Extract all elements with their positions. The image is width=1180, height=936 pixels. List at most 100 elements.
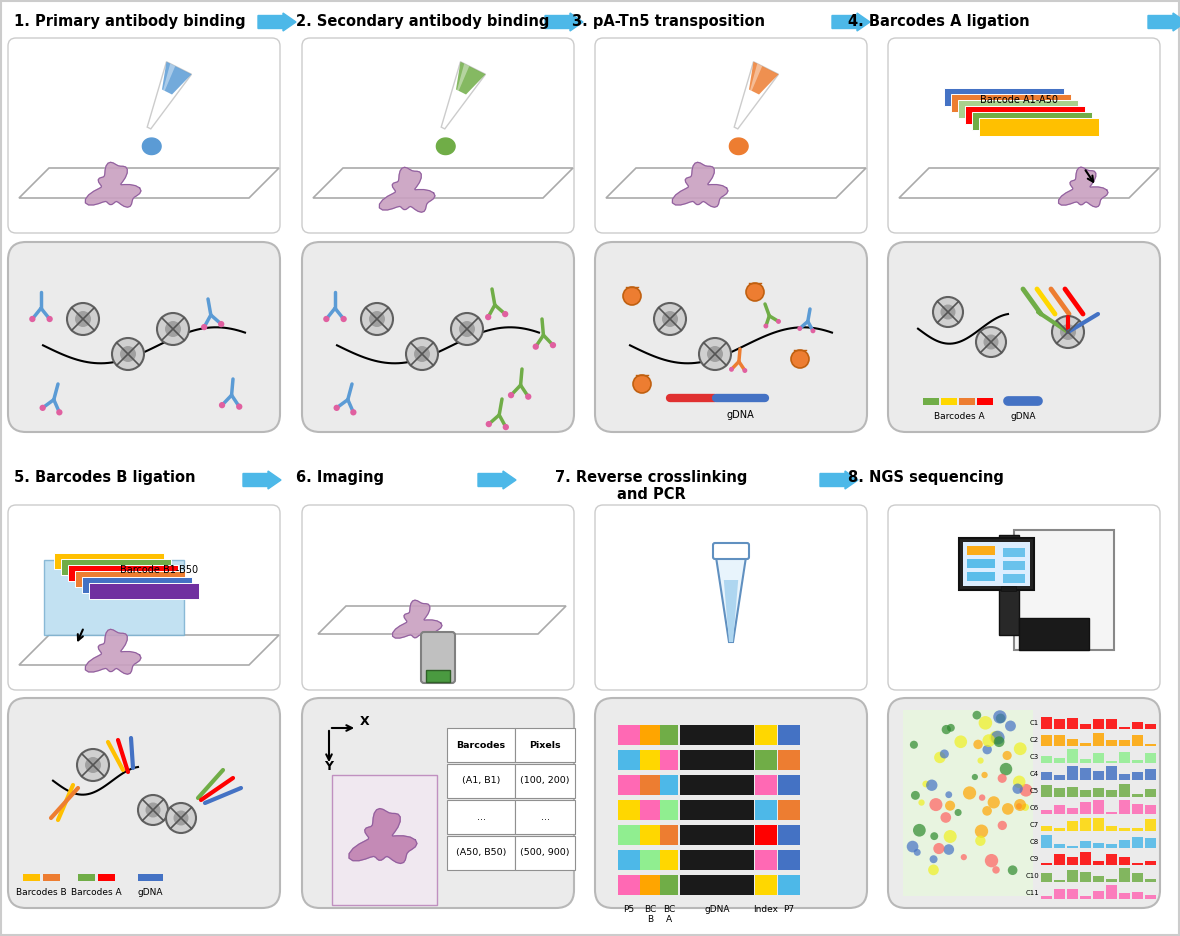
Bar (1145, 789, 1156, 797)
Bar (1132, 892, 1143, 899)
Circle shape (945, 791, 952, 798)
Bar (680, 800, 754, 820)
Text: gDNA: gDNA (1010, 412, 1036, 421)
Bar (1093, 753, 1104, 763)
Polygon shape (944, 88, 1064, 106)
Bar (1119, 740, 1130, 746)
Bar (1119, 784, 1130, 797)
Circle shape (1014, 742, 1027, 755)
Circle shape (989, 731, 1002, 744)
Text: (500, 900): (500, 900) (520, 849, 570, 857)
Polygon shape (441, 62, 485, 129)
Polygon shape (729, 138, 748, 154)
Bar (1054, 844, 1066, 848)
Text: BC
A: BC A (663, 905, 675, 925)
Circle shape (485, 314, 491, 320)
FancyBboxPatch shape (889, 38, 1160, 233)
FancyArrow shape (820, 471, 858, 489)
Circle shape (1002, 803, 1014, 814)
Text: Barcodes A: Barcodes A (933, 412, 984, 421)
Bar (1067, 870, 1079, 882)
Circle shape (939, 750, 949, 758)
Bar (1119, 828, 1130, 831)
Bar (447, 800, 514, 834)
Polygon shape (313, 168, 573, 198)
Circle shape (945, 800, 955, 811)
Bar (778, 725, 800, 745)
Bar (1093, 843, 1104, 848)
Circle shape (996, 713, 1005, 724)
Bar (1093, 719, 1104, 729)
Bar (1001, 586, 1016, 591)
Text: (100, 200): (100, 200) (520, 777, 570, 785)
Circle shape (550, 342, 556, 348)
Polygon shape (88, 583, 199, 599)
Circle shape (982, 806, 992, 815)
Bar (1041, 863, 1053, 865)
Circle shape (1012, 776, 1025, 788)
Bar (1093, 891, 1104, 899)
Circle shape (57, 409, 63, 416)
Bar (1080, 896, 1092, 899)
Bar (1093, 771, 1104, 780)
Bar (1054, 805, 1066, 814)
Bar (959, 538, 1034, 590)
Circle shape (502, 311, 509, 317)
Bar (1041, 810, 1053, 814)
Bar (1080, 743, 1092, 746)
Bar (1093, 876, 1104, 882)
Bar (1106, 790, 1117, 797)
Bar (778, 775, 800, 795)
Text: (A50, B50): (A50, B50) (455, 849, 506, 857)
Circle shape (999, 763, 1012, 775)
Bar (1132, 863, 1143, 865)
Circle shape (972, 774, 978, 780)
Polygon shape (607, 168, 866, 198)
Circle shape (201, 324, 208, 330)
Text: C9: C9 (1030, 856, 1040, 862)
Text: ...: ... (540, 812, 550, 822)
Polygon shape (457, 64, 470, 91)
Polygon shape (958, 100, 1079, 118)
Bar (1067, 889, 1079, 899)
Bar (660, 850, 678, 870)
Circle shape (994, 710, 1007, 724)
Polygon shape (19, 635, 278, 665)
Bar (1106, 879, 1117, 882)
Bar (755, 750, 776, 770)
Polygon shape (349, 809, 417, 864)
Circle shape (623, 287, 641, 305)
Bar (660, 750, 678, 770)
Bar (1067, 857, 1079, 865)
FancyBboxPatch shape (595, 242, 867, 432)
Polygon shape (979, 118, 1099, 136)
Text: C6: C6 (1030, 805, 1040, 811)
Bar (1145, 838, 1156, 848)
Text: Pixels: Pixels (529, 740, 560, 750)
FancyArrow shape (243, 471, 281, 489)
Bar (755, 825, 776, 845)
Bar (1067, 718, 1079, 729)
Polygon shape (19, 168, 278, 198)
FancyArrow shape (832, 13, 870, 31)
Bar (618, 775, 640, 795)
Bar (1054, 889, 1066, 899)
Text: (A1, B1): (A1, B1) (461, 777, 500, 785)
Bar (966, 546, 995, 555)
Circle shape (811, 329, 815, 333)
Circle shape (236, 403, 242, 410)
FancyBboxPatch shape (302, 505, 573, 690)
Bar (1080, 872, 1092, 882)
Text: 8. NGS sequencing: 8. NGS sequencing (848, 470, 1004, 485)
Bar (1041, 772, 1053, 780)
FancyBboxPatch shape (302, 38, 573, 233)
Polygon shape (54, 553, 164, 569)
Circle shape (662, 311, 678, 327)
Circle shape (361, 303, 393, 335)
Bar (1080, 841, 1092, 848)
Bar (640, 750, 660, 770)
Circle shape (930, 832, 938, 841)
Text: C7: C7 (1030, 822, 1040, 828)
FancyBboxPatch shape (8, 242, 280, 432)
Circle shape (67, 303, 99, 335)
